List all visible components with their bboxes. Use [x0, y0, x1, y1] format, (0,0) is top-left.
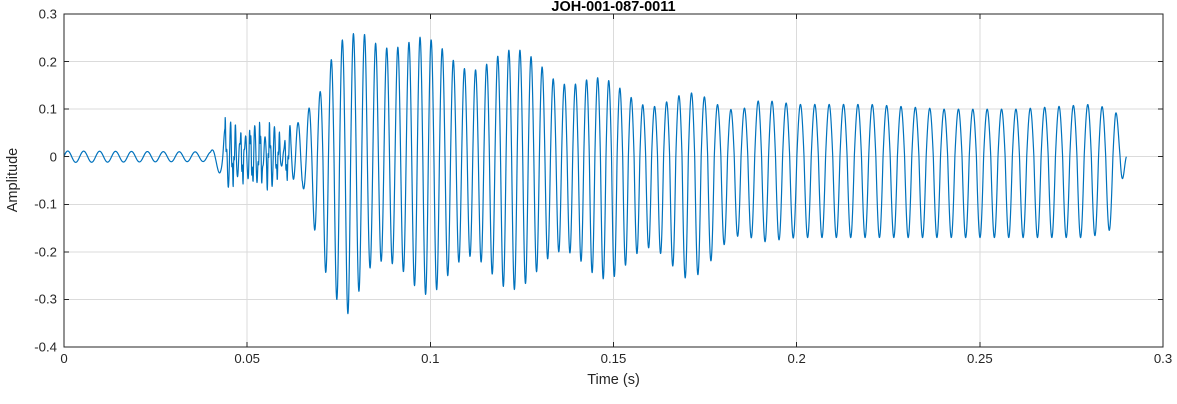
y-tick-label: -0.2 [34, 244, 57, 260]
x-tick-label: 0.25 [966, 351, 993, 366]
x-tick-label: 0.05 [234, 351, 260, 366]
y-tick-label: 0.1 [38, 101, 57, 117]
y-tick-label: -0.3 [34, 291, 57, 307]
x-tick-label: 0.2 [787, 351, 806, 366]
x-tick-label: 0 [60, 351, 68, 366]
y-tick-label: -0.1 [34, 196, 57, 212]
x-tick-label: 0.3 [1153, 351, 1173, 366]
y-tick-label: -0.4 [34, 339, 57, 355]
x-tick-label: 0.15 [600, 351, 627, 366]
x-axis-label: Time (s) [587, 372, 640, 388]
y-tick-label: 0.2 [38, 54, 57, 70]
y-tick-label: 0.3 [38, 6, 57, 22]
y-tick-label: 0 [49, 149, 57, 165]
x-tick-label: 0.1 [421, 351, 440, 366]
chart-title: JOH-001-087-0011 [551, 0, 676, 15]
